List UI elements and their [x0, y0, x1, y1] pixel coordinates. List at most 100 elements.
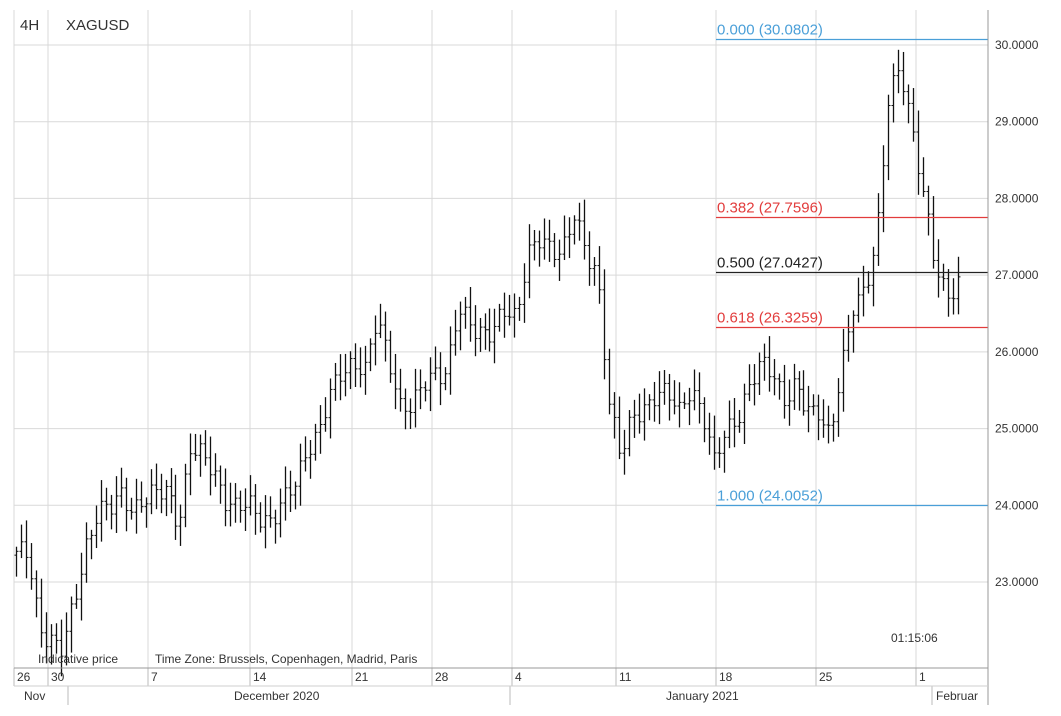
ohlc-bar [238, 490, 243, 523]
ohlc-bar [398, 368, 403, 412]
ohlc-bar [487, 308, 492, 352]
month-label: December 2020 [234, 689, 320, 703]
ohlc-bar [622, 429, 627, 475]
ohlc-bar [801, 370, 806, 416]
price-tick-label: 25.0000 [995, 422, 1039, 436]
ohlc-bar [49, 624, 54, 665]
ohlc-bar [99, 480, 104, 542]
ohlc-bar [492, 308, 497, 364]
ohlc-bar [577, 202, 582, 241]
ohlc-bar [896, 49, 901, 94]
ohlc-bar [303, 436, 308, 472]
ohlc-bar [24, 520, 29, 579]
ohlc-bar [737, 409, 742, 433]
ohlc-bar [547, 219, 552, 262]
ohlc-bar [124, 477, 129, 532]
ohlc-bar [428, 357, 433, 412]
ohlc-bar [203, 430, 208, 466]
ohlc-bar [468, 286, 473, 342]
day-tick-label: 11 [619, 670, 632, 684]
ohlc-bar [652, 381, 657, 422]
ohlc-bar [572, 215, 577, 245]
ohlc-bar [632, 399, 637, 438]
price-tick-label: 24.0000 [995, 498, 1039, 512]
fibonacci-retracement: 0.000 (30.0802) 0.382 (27.7596) 0.500 (27.… [716, 22, 988, 507]
ohlc-bar [44, 612, 49, 664]
ohlc-bar [69, 596, 74, 653]
ohlc-bar [393, 353, 398, 410]
ohlc-bar [19, 524, 24, 559]
ohlc-bar [552, 233, 557, 268]
ohlc-bar [14, 546, 19, 577]
ohlc-bar [443, 367, 448, 391]
ohlc-bar [782, 364, 787, 419]
ohlc-bar [223, 468, 228, 527]
ohlc-bar [358, 347, 363, 388]
ohlc-bar [253, 484, 258, 535]
ohlc-bar [772, 359, 777, 396]
ohlc-bar [662, 370, 667, 405]
ohlc-bar [198, 434, 203, 477]
ohlc-bar [119, 467, 124, 508]
ohlc-bar [762, 343, 767, 381]
price-tick-label: 29.0000 [995, 115, 1039, 129]
ohlc-bar [363, 345, 368, 395]
ohlc-bar [84, 522, 89, 583]
grid [13, 10, 988, 668]
ohlc-bar [846, 314, 851, 362]
ohlc-bar [727, 400, 732, 449]
ohlc-bar [956, 256, 961, 315]
ohlc-bar [557, 239, 562, 281]
ohlc-bar [149, 469, 154, 515]
month-label: January 2021 [666, 689, 739, 703]
ohlc-bar [916, 110, 921, 195]
day-tick-label: 25 [819, 670, 833, 684]
ohlc-bar [164, 479, 169, 517]
ohlc-bar [178, 504, 183, 546]
ohlc-bar [657, 371, 662, 425]
ohlc-bar [592, 257, 597, 286]
ohlc-bar [308, 440, 313, 479]
ohlc-bar [418, 369, 423, 410]
ohlc-bar [612, 392, 617, 439]
ohlc-bar [228, 482, 233, 527]
day-tick-label: 14 [253, 670, 267, 684]
ohlc-bar [109, 494, 114, 530]
ohlc-bar [283, 466, 288, 521]
ohlc-bar [707, 412, 712, 455]
ohlc-bar [338, 354, 343, 401]
ohlc-bar [79, 552, 84, 621]
ohlc-bar [891, 63, 896, 123]
ohlc-bar [936, 239, 941, 298]
ohlc-bar [677, 382, 682, 428]
ohlc-bar [876, 193, 881, 266]
ohlc-bar [777, 373, 782, 400]
ohlc-bar [154, 463, 159, 510]
fib-level-label: 0.000 (30.0802) [717, 22, 823, 39]
ohlc-bar [263, 495, 268, 549]
ohlc-bar [193, 433, 198, 461]
day-tick-label: 28 [435, 670, 449, 684]
ohlc-bar [886, 94, 891, 181]
ohlc-bar [767, 336, 772, 392]
ohlc-bar [821, 399, 826, 438]
ohlc-bar [188, 433, 193, 496]
ohlc-bar [94, 505, 99, 549]
ohlc-bar [811, 394, 816, 416]
ohlc-bar [567, 217, 572, 259]
ohlc-bar [542, 218, 547, 260]
ohlc-bar [826, 405, 831, 444]
ohlc-bar [951, 278, 956, 315]
ohlc-bar [512, 293, 517, 338]
fib-level-label: 0.618 (26.3259) [717, 310, 823, 327]
ohlc-bar [39, 578, 44, 648]
ohlc-bar [836, 378, 841, 437]
ohlc-bar [74, 583, 79, 609]
bar-countdown: 01:15:06 [891, 631, 938, 645]
ohlc-bar [881, 145, 886, 233]
ohlc-bar [797, 371, 802, 411]
ohlc-bar [562, 215, 567, 261]
ohlc-bar [373, 315, 378, 366]
